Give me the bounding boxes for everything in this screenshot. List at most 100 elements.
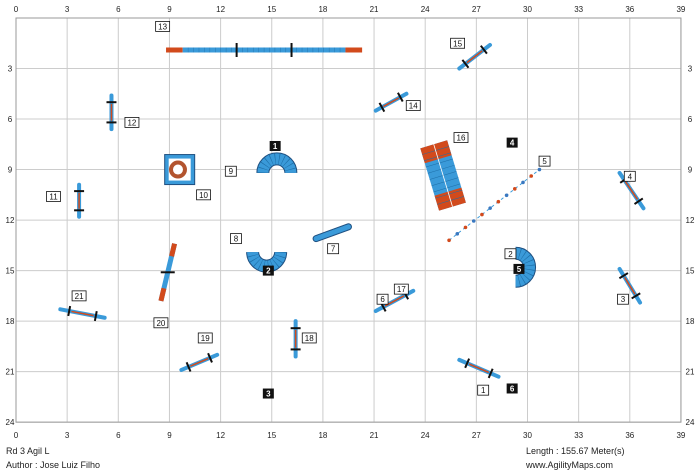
seesaw [158, 243, 177, 302]
aframe-apex [433, 144, 453, 207]
number-badge [513, 263, 525, 274]
number-text: 15 [453, 39, 462, 48]
number-text: 19 [201, 334, 210, 343]
weave-pole [488, 206, 492, 210]
jump-wing [67, 305, 72, 317]
x-tick-label-bottom: 39 [676, 431, 685, 440]
number-box [153, 317, 169, 329]
jump-wing [480, 45, 488, 55]
jump-wing [185, 361, 192, 372]
number-box [376, 293, 389, 305]
weave-pole [480, 212, 484, 217]
seesaw-contact-top [169, 243, 177, 257]
number-box [504, 248, 517, 260]
sequence-number-n5: 5 [513, 263, 525, 274]
x-tick-label-top: 18 [318, 5, 327, 14]
jump-wing [487, 368, 494, 379]
obstacle-number-12: 12 [124, 117, 140, 128]
obstacle-number-3: 3 [617, 293, 629, 305]
jump-21 [58, 305, 107, 322]
tunnel-mid [246, 251, 288, 273]
number-text: 14 [409, 102, 418, 111]
weave-pole [471, 219, 476, 223]
jump-3 [617, 266, 643, 305]
number-text: 5 [517, 265, 522, 274]
x-tick-label-bottom: 30 [523, 431, 532, 440]
course-author: Author : Jose Luiz Filho [6, 460, 101, 470]
jump-wing [618, 272, 629, 280]
weave-pole [512, 187, 517, 191]
y-tick-label-right: 6 [688, 115, 693, 124]
obstacle-number-16: 16 [453, 132, 469, 143]
x-tick-label-bottom: 9 [167, 431, 172, 440]
pipe-tunnel [312, 223, 352, 243]
x-tick-label-top: 24 [421, 5, 430, 14]
number-box [453, 132, 469, 143]
grid [15, 17, 682, 423]
x-tick-label-bottom: 0 [14, 431, 19, 440]
y-tick-label-left: 6 [8, 115, 13, 124]
website: www.AgilityMaps.com [526, 460, 614, 470]
jump-wing [464, 358, 471, 369]
obstacle-number-15: 15 [450, 37, 465, 49]
number-box [71, 290, 87, 302]
obstacle-number-5: 5 [538, 155, 551, 167]
y-tick-label-left: 18 [6, 317, 15, 326]
jump-pole [383, 97, 400, 108]
x-tick-label-bottom: 3 [65, 431, 70, 440]
number-text: 18 [305, 334, 314, 343]
jump-1 [457, 357, 501, 379]
jump-15 [457, 42, 492, 71]
table-outline [164, 154, 196, 186]
weave-pole [504, 193, 509, 198]
dogwalk-contact-left [166, 47, 183, 53]
number-text: 1 [481, 386, 486, 395]
number-box [301, 332, 317, 344]
obstacles [58, 42, 646, 379]
jump-pole [624, 276, 636, 295]
x-tick-label-top: 36 [625, 5, 634, 14]
sequence-number-n4: 4 [506, 137, 518, 148]
jump-wing [631, 292, 641, 300]
x-tick-label-top: 0 [14, 5, 19, 14]
jump-pole [468, 363, 490, 374]
obstacle-number-13: 13 [155, 21, 171, 32]
number-text: 6 [380, 295, 385, 304]
obstacle-number-20: 20 [153, 317, 169, 329]
obstacle-number-8: 8 [230, 233, 242, 245]
x-tick-label-top: 27 [472, 5, 481, 14]
x-tick-label-top: 15 [267, 5, 276, 14]
x-tick-label-bottom: 6 [116, 431, 121, 440]
number-text: 2 [266, 267, 271, 276]
y-tick-label-left: 15 [6, 267, 15, 276]
jump-18 [290, 319, 301, 359]
weave-pole [496, 199, 501, 204]
weave-pole [537, 167, 542, 172]
tunnel-top [256, 152, 298, 174]
obstacle-number-6: 6 [376, 293, 389, 305]
x-tick-label-top: 39 [676, 5, 685, 14]
y-tick-label-left: 12 [6, 216, 15, 225]
jump-wing [378, 102, 386, 113]
x-tick-label-bottom: 27 [472, 431, 481, 440]
number-text: 8 [234, 235, 239, 244]
jump-pole [466, 50, 483, 64]
jump-19 [179, 352, 220, 372]
x-tick-label-top: 6 [116, 5, 121, 14]
obstacle-number-9: 9 [224, 165, 237, 177]
x-tick-label-bottom: 21 [370, 431, 379, 440]
obstacle-number-17: 17 [393, 283, 409, 295]
tunnel-body [257, 153, 297, 174]
weave-pole [455, 232, 460, 236]
y-tick-label-right: 12 [686, 216, 695, 225]
jump-wing [461, 59, 470, 69]
weave-pole [447, 238, 451, 243]
number-box [327, 243, 340, 255]
weave-line [448, 169, 540, 241]
y-tick-label-left: 24 [6, 418, 15, 427]
number-box [617, 293, 629, 305]
obstacle-number-1: 1 [477, 384, 490, 396]
sequence-number-n2: 2 [262, 265, 274, 276]
table [164, 154, 196, 186]
